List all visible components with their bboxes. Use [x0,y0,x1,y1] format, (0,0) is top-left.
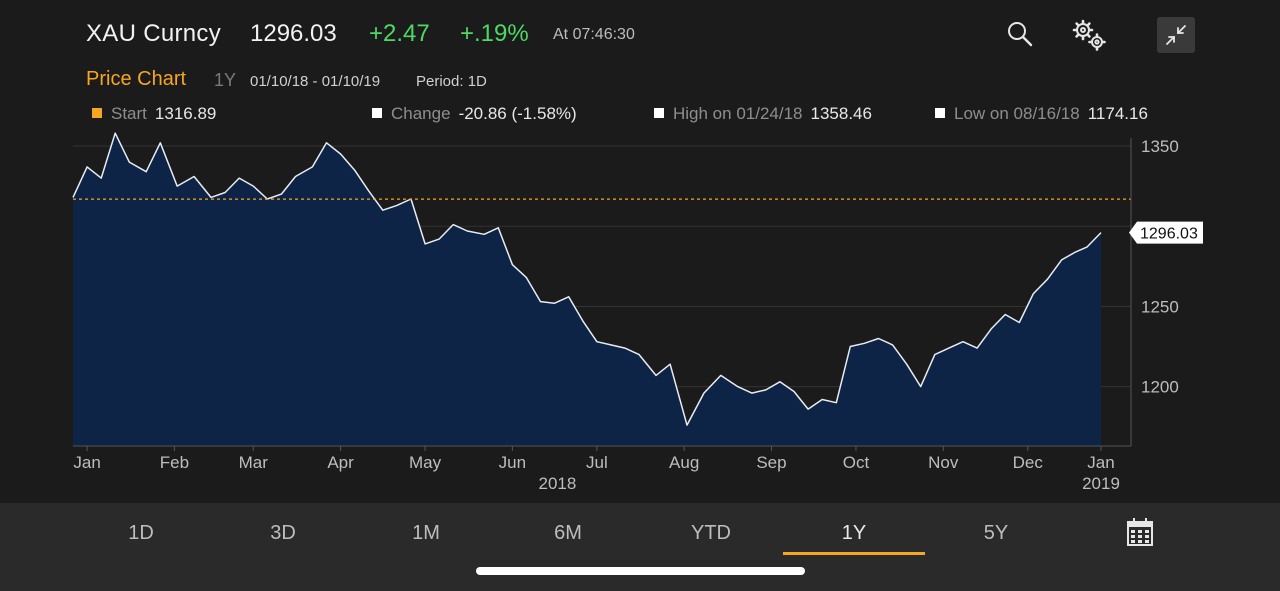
collapse-icon[interactable] [1157,17,1195,53]
quote-time: At 07:46:30 [553,26,635,43]
tab-3d[interactable]: 3D [270,522,296,544]
stat-start-label: Start [111,104,147,123]
x-month-label: Apr [327,453,354,472]
x-month-label: Jun [499,453,526,472]
change-marker-icon [372,108,382,118]
x-month-label: Jan [73,453,100,472]
last-value-badge [1129,221,1203,244]
stat-change: Change -20.86 (-1.58%) [372,104,577,124]
x-year-label: 2018 [539,474,577,493]
y-tick-label: 1250 [1141,297,1179,316]
search-icon[interactable] [1004,18,1036,50]
tab-5y[interactable]: 5Y [983,522,1009,544]
x-month-label: Aug [669,453,699,472]
price-line [72,132,1102,426]
tab-1m[interactable]: 1M [412,522,440,544]
stat-low-label: Low on 08/16/18 [954,104,1080,123]
stat-start-value: 1316.89 [154,104,217,123]
x-month-label: Feb [160,453,189,472]
stat-low: Low on 08/16/18 1174.16 [935,104,1148,124]
y-tick-label: 1200 [1141,378,1179,397]
stat-low-value: 1174.16 [1087,104,1148,123]
tab-6m[interactable]: 6M [554,522,582,544]
stat-high: High on 01/24/18 1358.46 [654,104,872,124]
x-month-label: Mar [239,453,269,472]
x-month-label: Dec [1013,453,1044,472]
ticker-symbol: XAU Curncy [86,20,222,47]
tab-ytd[interactable]: YTD [691,522,731,544]
start-marker-icon [92,108,102,118]
x-month-label: Jan [1087,453,1114,472]
calendar-icon[interactable] [1126,517,1154,547]
x-month-label: Jul [586,453,608,472]
stat-change-label: Change [391,104,451,123]
stat-change-value: -20.86 (-1.58%) [458,104,577,123]
price-chart[interactable]: 1200 1250 1350 1296.03 Jan Feb Mar Apr May Jun Jul… [0,130,1280,500]
last-price: 1296.03 [250,20,337,47]
y-tick-label: 1350 [1141,137,1179,156]
stat-high-label: High on 01/24/18 [673,104,803,123]
price-change-percent: +.19% [460,20,529,47]
low-marker-icon [935,108,945,118]
tab-1y[interactable]: 1Y [783,517,925,557]
stats-row: Start 1316.89 Change -20.86 (-1.58%) High … [0,104,1280,128]
stat-high-value: 1358.46 [810,104,872,123]
gear-icon[interactable] [1068,16,1112,52]
price-change: +2.47 [369,20,430,47]
price-area [73,133,1101,446]
high-marker-icon [654,108,664,118]
x-month-label: May [409,453,442,472]
x-month-label: Oct [843,453,870,472]
chart-date-range: 01/10/18 - 01/10/19 [250,73,381,90]
quote-header: XAU Curncy 1296.03 +2.47 +.19% At 07:46:… [0,0,1280,60]
home-indicator[interactable] [476,567,805,575]
stat-start: Start 1316.89 [92,104,216,124]
x-year-label: 2019 [1082,474,1120,493]
tab-1d[interactable]: 1D [128,522,154,544]
last-value-label: 1296.03 [1140,226,1198,243]
range-tab-bar: 1D 3D 1M 6M YTD 1Y 5Y [0,503,1280,591]
chart-period: Period: 1D [416,73,487,90]
chart-title: Price Chart [86,68,187,90]
chart-range[interactable]: 1Y [214,70,237,90]
x-month-label: Sep [756,453,786,472]
x-month-label: Nov [928,453,959,472]
